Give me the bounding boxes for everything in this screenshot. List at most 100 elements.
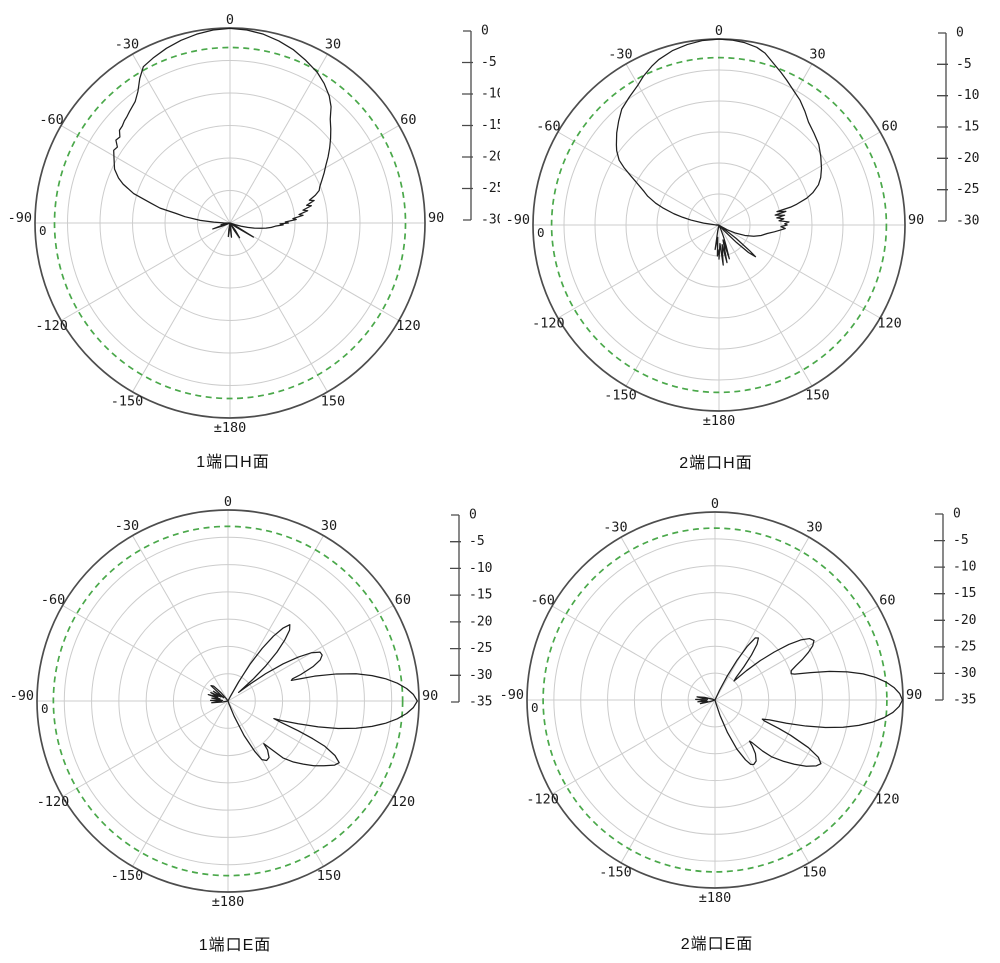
angle-tick-label: 90 xyxy=(908,212,924,228)
panel-port2-h-plane: 0 30 60 90 120 150 ±180 -150 -120 -90 -60 -30 0 0 -5 -1… xyxy=(500,0,1000,480)
scale-bar xyxy=(934,513,945,701)
polar-chart-port2-e-plane: 0 30 60 90 120 150 ±180 -150 -120 -90 -60 -30 0 0 -5 -1… xyxy=(500,496,976,906)
angle-tick-label: -120 xyxy=(35,318,68,334)
angle-tick-label: -120 xyxy=(37,794,70,810)
chart-caption-port2-e-plane: 2端口E面 xyxy=(680,936,754,953)
scale-tick-label: -20 xyxy=(481,150,500,165)
radial-grid-ring xyxy=(99,92,361,354)
scale-tick-label: -10 xyxy=(953,560,976,575)
angle-tick-label: 0 xyxy=(715,23,723,39)
angle-grid-spoke xyxy=(714,699,810,864)
panel-port2-e-plane: 0 30 60 90 120 150 ±180 -150 -120 -90 -60 -30 0 0 -5 -1… xyxy=(500,480,1000,963)
scale-tick-label: -20 xyxy=(956,151,979,166)
radial-grid-ring xyxy=(580,565,850,835)
radial-grid-ring xyxy=(553,538,877,862)
angle-tick-label: -30 xyxy=(608,46,632,62)
scale-tick-label: -20 xyxy=(469,614,492,629)
angle-tick-label: 60 xyxy=(879,593,895,609)
angle-tick-label: 150 xyxy=(321,393,345,409)
scale-tick-label: -15 xyxy=(469,588,492,603)
chart-caption-port1-h-plane: 1端口H面 xyxy=(196,454,270,471)
scale-tick-label: -5 xyxy=(956,57,972,72)
angle-tick-label: 60 xyxy=(881,119,897,135)
radial-grid-ring xyxy=(633,618,797,782)
radial-zero-label: 0 xyxy=(537,225,545,240)
ref-dashed-circle xyxy=(52,525,404,877)
radial-grid-ring xyxy=(197,190,263,256)
polar-chart-port2-h-plane: 0 30 60 90 120 150 ±180 -150 -120 -90 -60 -30 0 0 -5 -1… xyxy=(506,23,980,429)
scale-tick-label: -35 xyxy=(469,695,492,710)
scale-tick-label: -5 xyxy=(481,55,497,70)
pattern-trace xyxy=(113,27,332,239)
ref-dashed-circle xyxy=(550,56,888,394)
angle-grid-spoke xyxy=(132,700,229,867)
angle-grid-spoke xyxy=(227,700,324,867)
scale-bar xyxy=(450,514,461,703)
radial-grid-ring xyxy=(656,162,782,288)
scale-tick-label: 0 xyxy=(469,508,477,523)
scale-tick-label: -30 xyxy=(953,666,976,681)
angle-tick-label: -30 xyxy=(115,518,139,534)
scale-tick-label: -25 xyxy=(481,181,500,196)
scale-tick-label: -35 xyxy=(953,693,976,708)
radial-zero-label: 0 xyxy=(531,700,539,715)
chart-caption-port2-h-plane: 2端口H面 xyxy=(679,455,753,472)
scale-tick-label: -20 xyxy=(953,613,976,628)
angle-tick-label: ±180 xyxy=(214,420,247,436)
angle-grid-spoke xyxy=(62,605,229,702)
scale-tick-label: -30 xyxy=(481,213,500,228)
angle-tick-label: -60 xyxy=(530,593,554,609)
scale-tick-label: -25 xyxy=(469,641,492,656)
angle-tick-label: 90 xyxy=(428,210,444,226)
scale-tick-label: 0 xyxy=(953,507,961,522)
radial-zero-label: 0 xyxy=(41,701,49,716)
scale-tick-label: -15 xyxy=(956,120,979,135)
scale-tick-label: 0 xyxy=(481,24,489,39)
angle-tick-label: -60 xyxy=(39,112,63,128)
angle-grid-spoke xyxy=(551,699,716,795)
angle-tick-label: 0 xyxy=(224,494,232,510)
radial-grid-ring xyxy=(660,645,770,755)
radial-grid-ring xyxy=(687,672,743,728)
angle-tick-label: -150 xyxy=(111,393,144,409)
radial-grid-ring xyxy=(91,564,365,838)
angle-tick-label: -90 xyxy=(10,688,34,704)
angle-tick-label: -90 xyxy=(500,687,524,703)
scale-tick-label: -15 xyxy=(953,586,976,601)
radial-grid-ring xyxy=(594,100,844,350)
scale-tick-label: -25 xyxy=(953,639,976,654)
scale-tick-label: -30 xyxy=(469,668,492,683)
angle-tick-label: 120 xyxy=(877,316,901,332)
radial-grid-ring xyxy=(563,69,875,381)
radial-grid-ring xyxy=(67,60,393,386)
angle-tick-label: 0 xyxy=(711,496,719,512)
scale-tick-label: -10 xyxy=(469,561,492,576)
angle-tick-label: 30 xyxy=(806,520,822,536)
angle-tick-label: 30 xyxy=(321,518,337,534)
angle-tick-label: ±180 xyxy=(703,413,736,429)
radial-grid-ring xyxy=(200,673,256,729)
angle-grid-spoke xyxy=(132,535,229,702)
scale-tick-label: -10 xyxy=(956,88,979,103)
panel-port1-e-plane: 0 30 60 90 120 150 ±180 -150 -120 -90 -60 -30 0 0 -5 -1… xyxy=(0,480,500,963)
pattern-trace xyxy=(615,38,823,266)
angle-tick-label: -90 xyxy=(506,212,530,228)
angle-tick-label: -150 xyxy=(111,868,144,884)
radial-grid-ring xyxy=(63,536,393,866)
chart-caption-port1-e-plane: 1端口E面 xyxy=(198,937,272,954)
angle-tick-label: 60 xyxy=(400,112,416,128)
scale-bar xyxy=(937,32,948,222)
angle-grid-spoke xyxy=(714,699,879,795)
angle-tick-label: ±180 xyxy=(212,894,245,910)
scale-tick-label: -30 xyxy=(956,214,979,229)
angle-tick-label: -150 xyxy=(599,864,632,880)
angle-grid-spoke xyxy=(620,699,716,864)
angle-grid-spoke xyxy=(620,536,716,701)
radial-grid-ring xyxy=(172,645,284,757)
angle-tick-label: -120 xyxy=(532,316,565,332)
angle-tick-label: 0 xyxy=(226,12,234,28)
scale-tick-label: 0 xyxy=(956,26,964,41)
radial-grid-ring xyxy=(607,592,823,808)
outer-ring xyxy=(36,509,420,893)
